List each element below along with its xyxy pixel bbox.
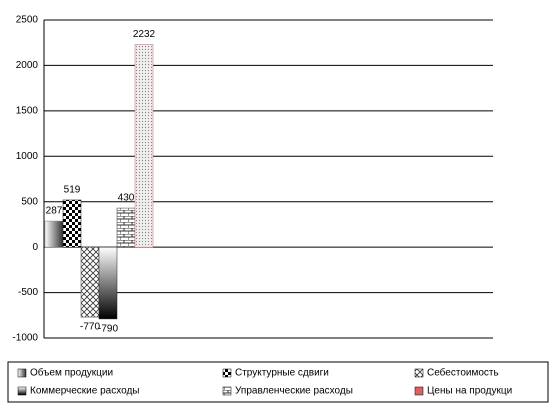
legend-box	[7, 361, 549, 403]
legend-label: Цены на продукци	[427, 386, 512, 397]
legend-label: Объем продукции	[30, 367, 113, 379]
data-label: 430	[118, 193, 135, 204]
data-label: 287	[46, 206, 63, 217]
bar	[80, 246, 100, 318]
legend-swatch	[17, 368, 27, 378]
legend-swatch	[414, 368, 424, 378]
legend-label: Структурные сдвиги	[235, 368, 329, 379]
legend-swatch	[414, 386, 424, 396]
y-tick-label: -500	[18, 287, 38, 298]
bar	[98, 246, 118, 320]
legend-swatch	[17, 386, 27, 396]
y-tick-label: 500	[21, 196, 38, 207]
bar	[116, 207, 136, 248]
bar	[134, 44, 154, 248]
data-label: 2232	[133, 29, 156, 40]
bar	[62, 199, 82, 248]
data-label: 519	[64, 185, 81, 196]
y-tick-label: 1500	[16, 105, 39, 116]
legend-label: Управленческие расходы	[235, 386, 353, 397]
y-tick-label: 0	[32, 242, 38, 253]
data-label: -770	[80, 322, 100, 333]
bar	[44, 220, 64, 248]
legend-label: Себестоимость	[427, 367, 499, 379]
legend-swatch	[222, 368, 232, 378]
y-tick-label: 2000	[16, 60, 39, 71]
y-tick-label: 2500	[16, 15, 39, 26]
data-label: -790	[98, 324, 118, 335]
y-tick-label: 1000	[16, 151, 39, 162]
legend-label: Коммерческие расходы	[30, 386, 140, 397]
legend-swatch	[222, 386, 232, 396]
y-tick-label: -1000	[12, 333, 38, 344]
